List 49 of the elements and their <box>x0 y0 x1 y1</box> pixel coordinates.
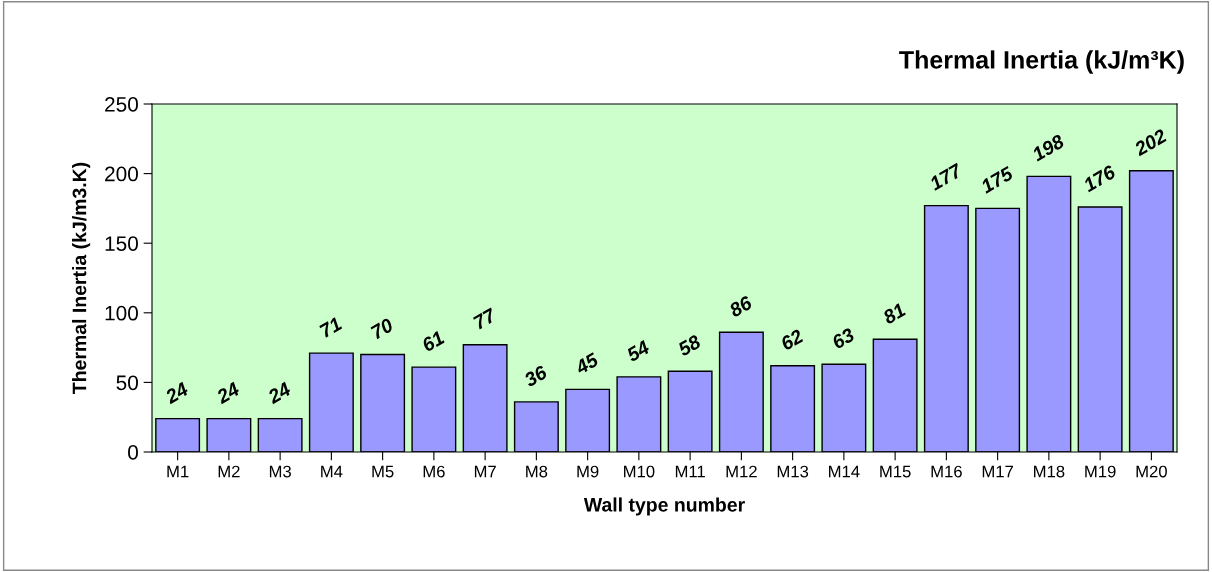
x-tick-label: M18 <box>1034 465 1065 478</box>
data-label: 70 <box>370 317 395 340</box>
x-tick-label: M12 <box>726 465 757 478</box>
data-label: 54 <box>625 339 651 363</box>
x-tick-label: M6 <box>423 465 445 478</box>
chart-title: Thermal Inertia (kJ/m³K) <box>899 50 1184 74</box>
data-label: 71 <box>319 316 343 338</box>
x-tick-label: M4 <box>321 465 343 478</box>
x-tick-label: M3 <box>269 465 291 478</box>
x-tick-label: M5 <box>372 465 394 478</box>
y-tick-label: 250 <box>105 97 138 112</box>
x-tick-label: M16 <box>931 465 962 478</box>
x-tick-label: M14 <box>829 465 860 478</box>
x-tick-label: M9 <box>577 465 599 478</box>
data-label: 202 <box>1132 128 1168 157</box>
data-label: 58 <box>676 334 703 357</box>
data-label: 24 <box>163 381 190 405</box>
data-label: 175 <box>979 165 1015 194</box>
y-tick-label: 0 <box>128 445 138 460</box>
x-tick-label: M11 <box>675 465 705 478</box>
data-label: 176 <box>1082 164 1117 193</box>
y-tick-label: 50 <box>116 375 138 391</box>
y-tick-label: 200 <box>105 166 138 182</box>
data-label: 77 <box>472 307 498 330</box>
x-tick-label: M20 <box>1136 465 1167 478</box>
data-label: 63 <box>831 327 856 350</box>
x-axis-title: Wall type number <box>583 497 745 516</box>
y-tick-label: 100 <box>105 305 138 321</box>
y-tick-label: 150 <box>105 236 138 251</box>
x-tick-label: M15 <box>880 465 911 478</box>
x-tick-label: M19 <box>1085 465 1116 478</box>
data-label: 81 <box>881 302 907 325</box>
data-label: 177 <box>928 162 964 191</box>
data-label: 36 <box>522 364 549 388</box>
data-label: 198 <box>1030 133 1066 162</box>
data-label: 24 <box>214 381 241 405</box>
data-label: 62 <box>779 328 805 351</box>
x-tick-label: M8 <box>526 465 548 478</box>
data-label: 86 <box>727 295 754 318</box>
x-tick-label: M7 <box>474 465 496 478</box>
data-label: 24 <box>266 381 292 405</box>
y-axis-title: Thermal Inertia (kJ/m3.K) <box>72 162 91 394</box>
data-label: 45 <box>573 352 600 376</box>
x-tick-label: M1 <box>167 465 189 478</box>
x-tick-label: M10 <box>624 465 655 478</box>
x-tick-label: M2 <box>218 465 240 478</box>
x-tick-label: M17 <box>982 465 1013 478</box>
x-tick-label: M13 <box>777 465 809 478</box>
data-label: 61 <box>421 330 445 353</box>
